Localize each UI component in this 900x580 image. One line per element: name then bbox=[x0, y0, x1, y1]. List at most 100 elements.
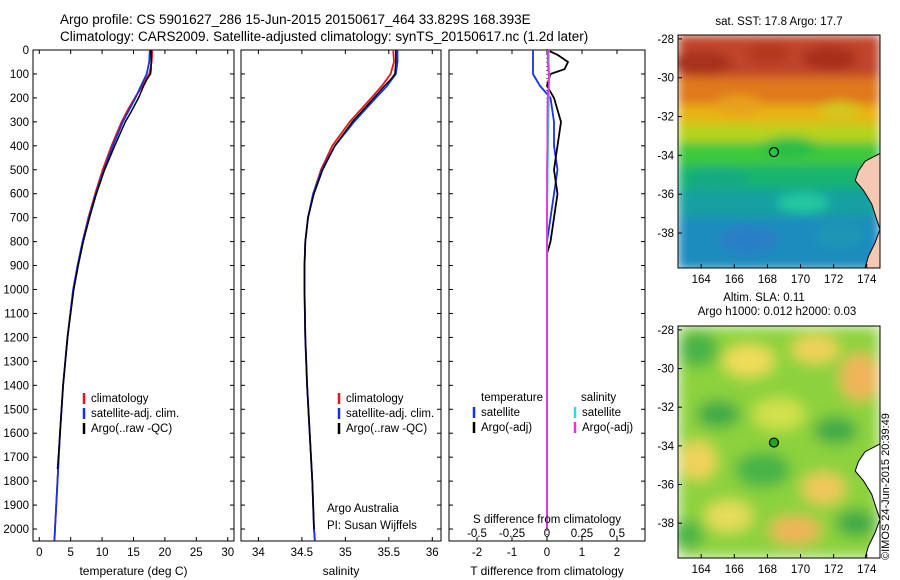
depth-tick-label: 0 bbox=[23, 45, 29, 57]
depth-tick-label: 1800 bbox=[3, 476, 29, 488]
sst_map-frame bbox=[677, 34, 881, 269]
legend-temperature-title: temperature bbox=[481, 392, 543, 404]
temperature-frame bbox=[32, 49, 235, 542]
legend-label: Argo(..raw -QC) bbox=[346, 423, 427, 435]
lon-tick-label: 170 bbox=[791, 274, 810, 286]
lat-tick-label: -36 bbox=[657, 480, 674, 492]
legend-label: Argo(-adj) bbox=[582, 422, 633, 434]
temperature-xlabel: temperature (deg C) bbox=[79, 564, 187, 578]
depth-tick-label: 1100 bbox=[4, 308, 29, 320]
lon-tick-label: 174 bbox=[857, 564, 877, 576]
depth-tick-label: 1600 bbox=[3, 428, 29, 440]
depth-tick-label: 700 bbox=[10, 213, 29, 225]
lat-tick-label: -36 bbox=[657, 189, 674, 201]
s-tick-label: 0.25 bbox=[571, 528, 593, 540]
lat-tick-label: -32 bbox=[657, 402, 674, 414]
lat-tick-label: -34 bbox=[657, 441, 674, 453]
depth-tick-label: 900 bbox=[10, 261, 29, 273]
x-tick-label: 0 bbox=[36, 547, 42, 559]
s-tick-label: 0 bbox=[544, 528, 550, 540]
x-tick-label: 36 bbox=[426, 547, 439, 559]
depth-tick-label: 1400 bbox=[3, 380, 29, 392]
depth-tick-label: 1300 bbox=[3, 356, 29, 368]
legend-label: satellite bbox=[582, 407, 621, 419]
float-position-marker bbox=[768, 437, 780, 448]
x-tick-label: 30 bbox=[221, 547, 234, 559]
lat-tick-label: -38 bbox=[657, 518, 674, 530]
legend-label: climatology bbox=[91, 393, 149, 405]
lon-tick-label: 166 bbox=[725, 274, 744, 286]
legend-salinity-title: salinity bbox=[581, 392, 616, 404]
lat-tick-label: -30 bbox=[657, 73, 674, 85]
x-tick-label: 5 bbox=[67, 547, 73, 559]
lon-tick-label: 164 bbox=[692, 564, 712, 576]
lat-tick-label: -28 bbox=[657, 34, 674, 46]
depth-tick-label: 2000 bbox=[3, 524, 29, 536]
difference-xlabel: T difference from climatology bbox=[470, 564, 624, 578]
temperature-line-2 bbox=[56, 50, 152, 470]
x-tick-label: 20 bbox=[159, 547, 172, 559]
temperature-panel: 0100200300400500600700800900100011001200… bbox=[3, 45, 235, 578]
difference-panel: -2 -1 0 1 2 T difference from climatology -0.5… bbox=[448, 49, 646, 578]
depth-tick-label: 1200 bbox=[3, 332, 29, 344]
legend-label: satellite-adj. clim. bbox=[346, 408, 434, 420]
lon-tick-label: 166 bbox=[725, 564, 744, 576]
depth-tick-label: 1700 bbox=[3, 452, 29, 464]
lon-tick-label: 174 bbox=[857, 274, 877, 286]
lon-tick-label: 172 bbox=[824, 274, 843, 286]
float-position-marker bbox=[768, 146, 780, 158]
depth-tick-label: 200 bbox=[10, 93, 29, 105]
x-tick-label: 1 bbox=[579, 547, 585, 559]
sla-map-title: Altim. SLA: 0.11 bbox=[723, 292, 805, 304]
s-tick-label: 0.5 bbox=[609, 528, 625, 540]
salinity-line-2 bbox=[303, 50, 397, 530]
x-tick-label: 35 bbox=[339, 547, 352, 559]
depth-tick-label: 400 bbox=[10, 141, 29, 153]
lon-tick-label: 172 bbox=[824, 564, 843, 576]
sla-map-subtitle: Argo h1000: 0.012 h2000: 0.03 bbox=[698, 306, 857, 318]
x-tick-label: 15 bbox=[127, 547, 140, 559]
legend-label: satellite-adj. clim. bbox=[91, 408, 179, 420]
lon-tick-label: 170 bbox=[791, 564, 810, 576]
depth-tick-label: 500 bbox=[10, 165, 29, 177]
s-diff-label: S difference from climatology bbox=[473, 514, 621, 526]
depth-tick-label: 1000 bbox=[3, 285, 29, 297]
x-tick-label: 10 bbox=[96, 547, 109, 559]
salinity-xlabel: salinity bbox=[323, 564, 360, 578]
x-tick-label: -1 bbox=[507, 547, 517, 559]
x-tick-label: 34 bbox=[252, 547, 265, 559]
lat-tick-label: -38 bbox=[657, 228, 674, 240]
x-tick-label: 34.5 bbox=[291, 547, 313, 559]
legend-label: climatology bbox=[346, 393, 404, 405]
salinity-frame bbox=[240, 49, 442, 542]
sla_map-frame bbox=[677, 325, 881, 559]
annotation-line-2: PI: Susan Wijffels bbox=[327, 520, 417, 532]
x-tick-label: 2 bbox=[614, 547, 620, 559]
sst-map-title: sat. SST: 17.8 Argo: 17.7 bbox=[715, 16, 842, 28]
lat-tick-label: -30 bbox=[657, 364, 674, 376]
lat-tick-label: -28 bbox=[657, 325, 674, 337]
difference-line-3 bbox=[546, 49, 550, 529]
depth-tick-label: 300 bbox=[10, 117, 29, 129]
depth-tick-label: 1900 bbox=[3, 500, 29, 512]
s-tick-label: -0.5 bbox=[467, 528, 487, 540]
land-outline bbox=[854, 152, 880, 268]
x-tick-label: 0 bbox=[544, 547, 550, 559]
lon-tick-label: 164 bbox=[692, 274, 712, 286]
sst_map: 164 166 168 170 172 174 -28 -30 -32 -34 -36 -38 sat.… bbox=[657, 16, 881, 286]
lat-tick-label: -34 bbox=[657, 150, 674, 162]
x-tick-label: 35.5 bbox=[378, 547, 400, 559]
land-outline bbox=[854, 443, 880, 558]
depth-tick-label: 800 bbox=[10, 237, 29, 249]
depth-tick-label: 100 bbox=[10, 69, 29, 81]
sla_map: 164 166 168 170 172 174 -28 -30 -32 -34 -36 -38 Alti… bbox=[657, 292, 881, 576]
depth-tick-label: 600 bbox=[10, 189, 29, 201]
x-tick-label: -2 bbox=[472, 547, 482, 559]
legend-label: satellite bbox=[481, 407, 520, 419]
s-tick-label: -0.25 bbox=[499, 528, 525, 540]
legend-label: Argo(-adj) bbox=[481, 422, 532, 434]
x-tick-label: 25 bbox=[190, 547, 203, 559]
legend-label: Argo(..raw -QC) bbox=[91, 423, 172, 435]
depth-tick-label: 1500 bbox=[3, 404, 29, 416]
